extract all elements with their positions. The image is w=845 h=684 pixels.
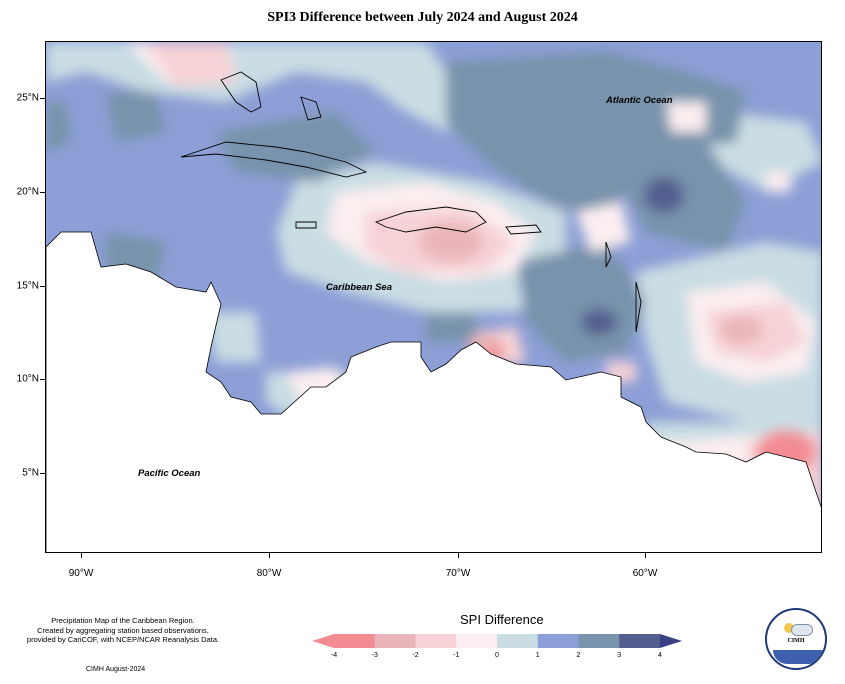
lat-tick [40,98,45,99]
legend-swatch [497,634,539,648]
legend-tick-label: 3 [617,652,622,659]
legend-tick-label: -3 [371,652,378,659]
legend-swatch [374,634,416,648]
credits-line: provided by CariCOF, with NCEP/NCAR Rean… [26,635,220,644]
lon-tick [645,553,646,558]
lon-label-60w: 60°W [632,568,658,579]
lon-label-80w: 80°W [256,568,282,579]
lat-label-25n: 25°N [16,92,39,104]
atlantic-ocean-label: Atlantic Ocean [606,95,673,106]
legend-tick-label: -2 [412,652,419,659]
pacific-ocean-label: Pacific Ocean [138,468,201,479]
legend-tick-label: 4 [658,652,662,659]
legend-tick-label: 0 [495,652,499,659]
legend-tick-label: -4 [330,652,338,659]
legend-swatch [578,634,620,648]
map-title: SPI3 Difference between July 2024 and Au… [267,10,578,25]
legend-swatch [334,634,376,648]
credits-block: Precipitation Map of the Caribbean Regio… [8,616,238,645]
lat-label-20n: 20°N [16,186,39,198]
sun-icon [784,623,794,633]
lat-tick [40,192,45,193]
credits-line: Precipitation Map of the Caribbean Regio… [51,616,195,625]
lat-tick [40,379,45,380]
legend-arrow-right [660,634,682,648]
lat-tick [40,473,45,474]
island-outlines [180,71,642,333]
legend-tick-label: -1 [453,652,460,659]
lat-tick [40,286,45,287]
lat-label-10n: 10°N [16,373,39,385]
legend-swatch [456,634,498,648]
lon-label-90w: 90°W [68,568,94,579]
legend-arrow-left [312,634,334,648]
legend-colorbar [312,634,682,648]
legend-swatch [619,634,661,648]
lon-tick [81,553,82,558]
lat-label-15n: 15°N [16,280,39,292]
spi-field [46,42,821,552]
legend-tick-label: 2 [576,652,581,659]
lon-tick [458,553,459,558]
lat-label-5n: 5°N [22,467,39,479]
legend-swatch [415,634,457,648]
spi-map [45,41,822,553]
land-outlines [46,231,821,552]
caribbean-sea-label: Caribbean Sea [326,282,392,293]
legend-tick-label: 1 [535,652,540,659]
legend-swatch [537,634,579,648]
credit-date: CIMH August-2024 [86,666,146,673]
lon-tick [269,553,270,558]
legend-title: SPI Difference [460,612,544,627]
credits-line: Created by aggregating station based obs… [37,625,209,635]
wave-icon [773,650,823,664]
cimh-logo: CIMH [765,608,827,670]
lon-label-70w: 70°W [445,568,471,579]
cloud-icon [791,624,813,636]
logo-text: CIMH [787,638,805,644]
